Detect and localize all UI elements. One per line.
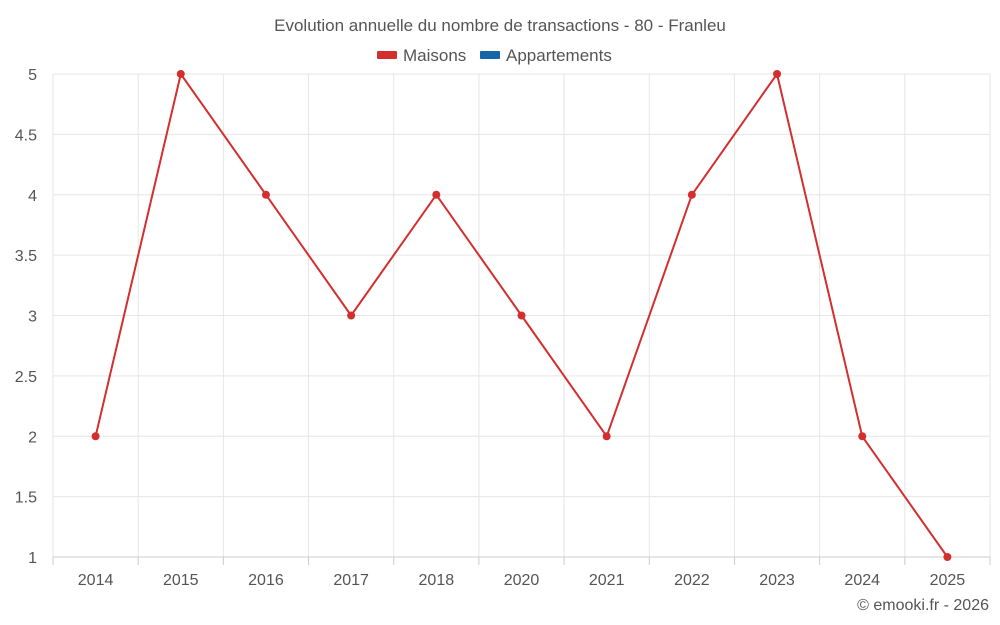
y-tick-label: 1.5 <box>15 490 37 507</box>
y-tick-label: 2 <box>28 429 37 446</box>
x-tick-label: 2024 <box>844 572 880 589</box>
legend-label-appartements[interactable]: Appartements <box>506 46 612 65</box>
x-tick-label: 2023 <box>759 572 795 589</box>
x-tick-label: 2021 <box>589 572 625 589</box>
data-point[interactable] <box>91 432 100 441</box>
data-point[interactable] <box>773 70 782 78</box>
data-point[interactable] <box>943 553 952 561</box>
x-tick-label: 2014 <box>78 572 114 589</box>
x-tick-label: 2018 <box>419 572 455 589</box>
series <box>91 70 952 561</box>
grid <box>52 73 991 557</box>
y-tick-label: 4.5 <box>15 127 37 144</box>
data-point[interactable] <box>261 190 270 199</box>
y-tick-label: 2.5 <box>15 369 37 386</box>
data-point[interactable] <box>347 311 356 320</box>
legend-swatch-maisons[interactable] <box>377 51 397 59</box>
legend: Maisons Appartements <box>377 46 612 65</box>
x-axis-ticks: 2014 2015 2016 2017 2018 2020 2021 2022 2023 2024… <box>78 572 966 589</box>
y-tick-label: 3.5 <box>15 248 37 265</box>
y-axis-ticks: 1 1.5 2 2.5 3 3.5 4 4.5 5 <box>15 67 37 567</box>
x-tick-label: 2016 <box>248 572 284 589</box>
x-tick-label: 2017 <box>333 572 369 589</box>
data-point[interactable] <box>858 432 867 441</box>
axes <box>52 556 991 565</box>
credit-text: © emooki.fr - 2026 <box>857 597 989 614</box>
data-point[interactable] <box>687 190 696 199</box>
chart-title: Evolution annuelle du nombre de transact… <box>274 16 726 35</box>
x-tick-label: 2020 <box>504 572 540 589</box>
y-tick-label: 1 <box>28 550 37 567</box>
x-tick-label: 2025 <box>930 572 966 589</box>
y-tick-label: 4 <box>28 188 37 205</box>
legend-label-maisons[interactable]: Maisons <box>403 46 466 65</box>
legend-swatch-appartements[interactable] <box>480 51 500 59</box>
x-tick-label: 2015 <box>163 572 199 589</box>
y-tick-label: 3 <box>28 309 37 326</box>
x-tick-label: 2022 <box>674 572 710 589</box>
data-point[interactable] <box>176 70 185 78</box>
data-point[interactable] <box>517 311 526 320</box>
data-point[interactable] <box>602 432 611 441</box>
data-point[interactable] <box>432 190 441 199</box>
y-tick-label: 5 <box>28 67 37 84</box>
